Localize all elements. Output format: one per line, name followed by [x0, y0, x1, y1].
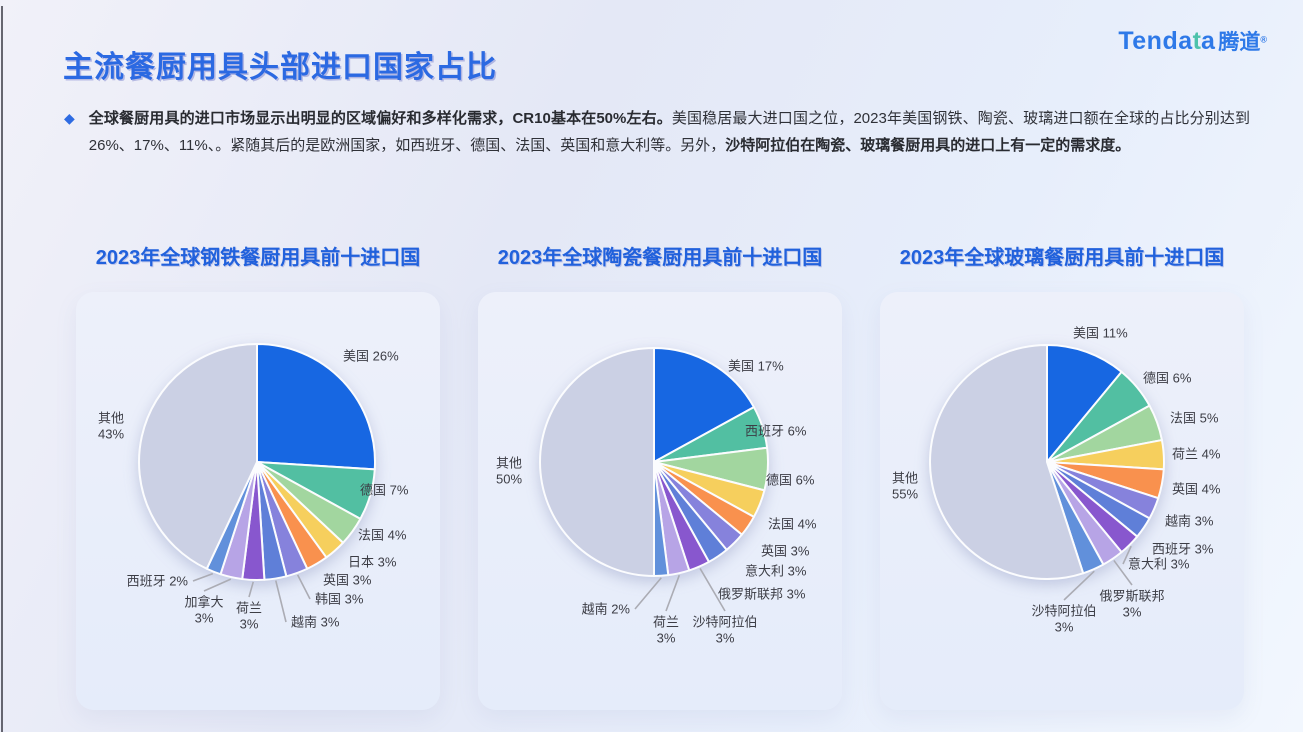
slice-label-美国: 美国 11%: [1073, 326, 1128, 341]
slice-label-意大利: 意大利 3%: [1128, 557, 1190, 572]
slice-label-德国: 德国 6%: [766, 473, 815, 488]
logo-text: Tenda: [1118, 27, 1193, 55]
intro-bold-lead: 全球餐厨用具的进口市场显示出明显的区域偏好和多样化需求，CR10基本在50%左右…: [88, 110, 672, 127]
label-leader-line: [699, 568, 726, 612]
slice-label-德国: 德国 7%: [360, 483, 409, 498]
slice-label-荷兰: 3%: [240, 617, 259, 632]
slice-label-德国: 德国 6%: [1143, 371, 1192, 386]
pie-slice-其他: [138, 343, 258, 570]
slice-label-法国: 法国 4%: [768, 517, 817, 532]
registered-mark-icon: ®: [1260, 34, 1267, 45]
slice-label-越南: 越南 3%: [1165, 514, 1214, 529]
slice-label-法国: 法国 5%: [1170, 411, 1219, 426]
pie-slice-美国: [256, 343, 376, 471]
chart-title-steel: 2023年全球钢铁餐厨用具前十进口国: [95, 247, 421, 269]
pie-labels: 美国 17% 西班牙 6% 德国 6% 法国 4% 英国 3% 意大利 3% 俄罗斯联邦 3…: [496, 359, 817, 646]
intro-paragraph: 全球餐厨用具的进口市场显示出明显的区域偏好和多样化需求，CR10基本在50%左右…: [89, 105, 1250, 159]
label-leader-line: [634, 577, 662, 610]
page-title: 主流餐厨用具头部进口国家占比: [63, 51, 497, 84]
slice-label-沙特阿拉伯: 沙特阿拉伯: [1031, 604, 1096, 619]
chart-title-glass: 2023年全球玻璃餐厨用具前十进口国: [899, 247, 1225, 269]
intro-bold-tail: 沙特阿拉伯在陶瓷、玻璃餐厨用具的进口上有一定的需求度。: [725, 137, 1131, 154]
pie-slice-美国: [1046, 344, 1123, 463]
slice-label-其他: 其他: [98, 411, 124, 426]
slice-label-其他: 其他: [496, 456, 522, 471]
label-leader-line: [203, 578, 232, 592]
slice-label-西班牙: 西班牙 6%: [745, 424, 807, 439]
intro-regular: 美国稳居最大进口国之位，2023年美国钢铁、陶瓷、玻璃进口额在全球的占比分别达到…: [88, 110, 1250, 154]
slice-label-荷兰: 3%: [657, 631, 676, 646]
chart-card-glass: 美国 11% 德国 6% 法国 5% 荷兰 4% 英国 4% 越南 3% 西班牙 3% 意大利…: [880, 292, 1244, 710]
chart-card-ceramic: 美国 17% 西班牙 6% 德国 6% 法国 4% 英国 3% 意大利 3% 俄罗斯联邦 3…: [478, 292, 842, 710]
pie-labels: 美国 26%德国 7%法国 4%日本 3%英国 3%韩国 3%越南 3%荷兰3%…: [98, 349, 409, 632]
label-leader-line: [1113, 559, 1133, 586]
slice-label-英国: 英国 4%: [1172, 482, 1221, 497]
slice-label-日本: 日本 3%: [348, 555, 397, 570]
slice-label-法国: 法国 4%: [358, 528, 407, 543]
window-left-edge: [1, 6, 3, 732]
slice-label-西班牙: 西班牙 2%: [127, 574, 189, 589]
logo-cn-text: 腾道: [1218, 31, 1261, 54]
label-leader-line: [248, 581, 255, 598]
slice-label-俄罗斯联邦: 俄罗斯联邦: [1099, 589, 1164, 604]
slice-label-越南: 越南 2%: [582, 602, 631, 617]
pie-chart-steel: 美国 26%德国 7%法国 4%日本 3%英国 3%韩国 3%越南 3%荷兰3%…: [98, 343, 409, 632]
pie-slices: [539, 347, 769, 577]
slice-label-其他: 其他: [892, 471, 918, 486]
slice-label-其他: 55%: [892, 487, 918, 502]
pie-slices: [138, 343, 376, 581]
label-leader-line: [274, 580, 287, 623]
slice-label-俄罗斯联邦: 3%: [1123, 605, 1142, 620]
slice-label-西班牙: 西班牙 3%: [1152, 542, 1214, 557]
slice-label-英国: 英国 3%: [761, 544, 810, 559]
label-leader-line: [1063, 570, 1095, 601]
chart-card-steel: 美国 26% 德国 7% 法国 4% 日本 3% 英国 3% 韩国 3% 越南 3% 荷兰 3%…: [76, 292, 440, 710]
slice-label-其他: 43%: [98, 427, 124, 442]
slice-label-意大利: 意大利 3%: [745, 564, 807, 579]
chart-title-ceramic: 2023年全球陶瓷餐厨用具前十进口国: [497, 247, 823, 269]
slice-label-加拿大: 3%: [195, 611, 214, 626]
slice-label-荷兰: 荷兰 4%: [1172, 447, 1221, 462]
slice-label-其他: 50%: [496, 472, 522, 487]
label-leader-line: [1122, 545, 1132, 565]
slice-label-沙特阿拉伯: 3%: [1055, 620, 1074, 635]
slice-label-美国: 美国 17%: [728, 359, 784, 374]
slice-label-英国: 英国 3%: [323, 573, 372, 588]
pie-slice-其他: [929, 344, 1085, 580]
slice-label-韩国: 韩国 3%: [315, 592, 364, 607]
slice-label-美国: 美国 26%: [343, 349, 399, 364]
pie-chart-glass: 美国 11% 德国 6% 法国 5% 荷兰 4% 英国 4% 越南 3% 西班牙 3%意大利…: [892, 326, 1221, 635]
pie-slices: [929, 344, 1165, 580]
slice-label-荷兰: 荷兰: [236, 601, 262, 616]
slice-label-沙特阿拉伯: 3%: [716, 631, 735, 646]
label-leader-line: [665, 574, 681, 612]
label-leader-line: [192, 572, 214, 582]
intro-block: ◆ 全球餐厨用具的进口市场显示出明显的区域偏好和多样化需求，CR10基本在50%…: [64, 105, 1250, 159]
logo-accent-letter: t: [1192, 27, 1201, 55]
slice-label-沙特阿拉伯: 沙特阿拉伯: [692, 615, 757, 630]
slice-label-越南: 越南 3%: [291, 615, 340, 630]
pie-labels: 美国 11% 德国 6% 法国 5% 荷兰 4% 英国 4% 越南 3% 西班牙 3%意大利…: [892, 326, 1221, 635]
slice-label-俄罗斯联邦: 俄罗斯联邦 3%: [718, 587, 806, 602]
slice-label-加拿大: 加拿大: [184, 595, 223, 610]
label-leader-line: [296, 574, 311, 600]
pie-slice-其他: [539, 347, 655, 577]
pie-chart-ceramic: 美国 17% 西班牙 6% 德国 6% 法国 4% 英国 3% 意大利 3% 俄罗斯联邦 3…: [496, 347, 817, 646]
slice-label-荷兰: 荷兰: [653, 615, 679, 630]
diamond-bullet-icon: ◆: [64, 110, 75, 126]
brand-logo: Tendata 腾道®: [1118, 26, 1267, 56]
logo-text-end: a: [1200, 27, 1216, 55]
pie-slice-美国: [653, 347, 755, 463]
